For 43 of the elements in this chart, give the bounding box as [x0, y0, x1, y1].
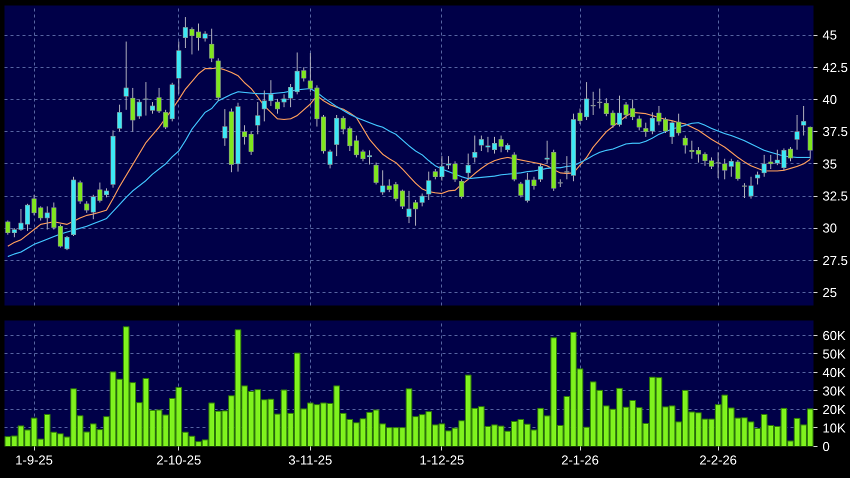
candlestick: [538, 163, 544, 182]
y-tick-label: 27.5: [822, 252, 848, 268]
candlestick: [801, 105, 806, 136]
candlestick: [209, 28, 214, 63]
y-tick-label: 45: [822, 28, 837, 43]
x-tick-label: 1-12-25: [419, 452, 464, 468]
y-tick-label: 42.5: [822, 60, 848, 75]
candlestick: [682, 135, 688, 154]
y-tick-label: 10K: [822, 420, 846, 436]
y-tick-label: 35: [822, 156, 837, 172]
candlestick: [374, 162, 379, 185]
y-tick-label: 32.5: [822, 188, 848, 204]
y-tick-label: 25: [822, 285, 837, 300]
line-series: [7, 67, 811, 247]
x-tick-label: 2-1-26: [561, 452, 599, 468]
candlestick: [255, 102, 260, 135]
candlestick: [117, 104, 122, 132]
y-tick-label: 30K: [822, 383, 846, 398]
candlestick: [328, 149, 333, 169]
y-tick-label: 37.5: [822, 124, 848, 140]
candlestick: [472, 135, 478, 164]
candlestick: [124, 41, 129, 110]
x-tick-label: 2-10-25: [156, 452, 202, 468]
x-tick-label: 1-9-25: [15, 452, 53, 468]
candlestick: [808, 126, 813, 160]
y-tick-label: 40K: [822, 364, 846, 380]
candlestick: [597, 88, 602, 110]
y-tick-label: 0: [822, 439, 830, 454]
candlestick: [426, 171, 432, 200]
x-tick-label: 2-2-26: [699, 452, 737, 468]
candlestick: [794, 114, 800, 150]
y-tick-label: 40: [822, 92, 837, 107]
candlestick: [755, 171, 760, 185]
candlestick: [478, 135, 484, 152]
candlestick: [636, 115, 642, 131]
y-tick-label: 20K: [822, 402, 846, 417]
candlestick: [143, 82, 148, 116]
candlestick: [466, 153, 471, 180]
y-tick-label: 50K: [822, 346, 846, 362]
candlestick: [459, 178, 464, 200]
x-tick-label: 3-11-25: [288, 452, 332, 468]
y-tick-label: 60K: [822, 328, 846, 343]
y-tick-label: 30: [822, 220, 837, 236]
